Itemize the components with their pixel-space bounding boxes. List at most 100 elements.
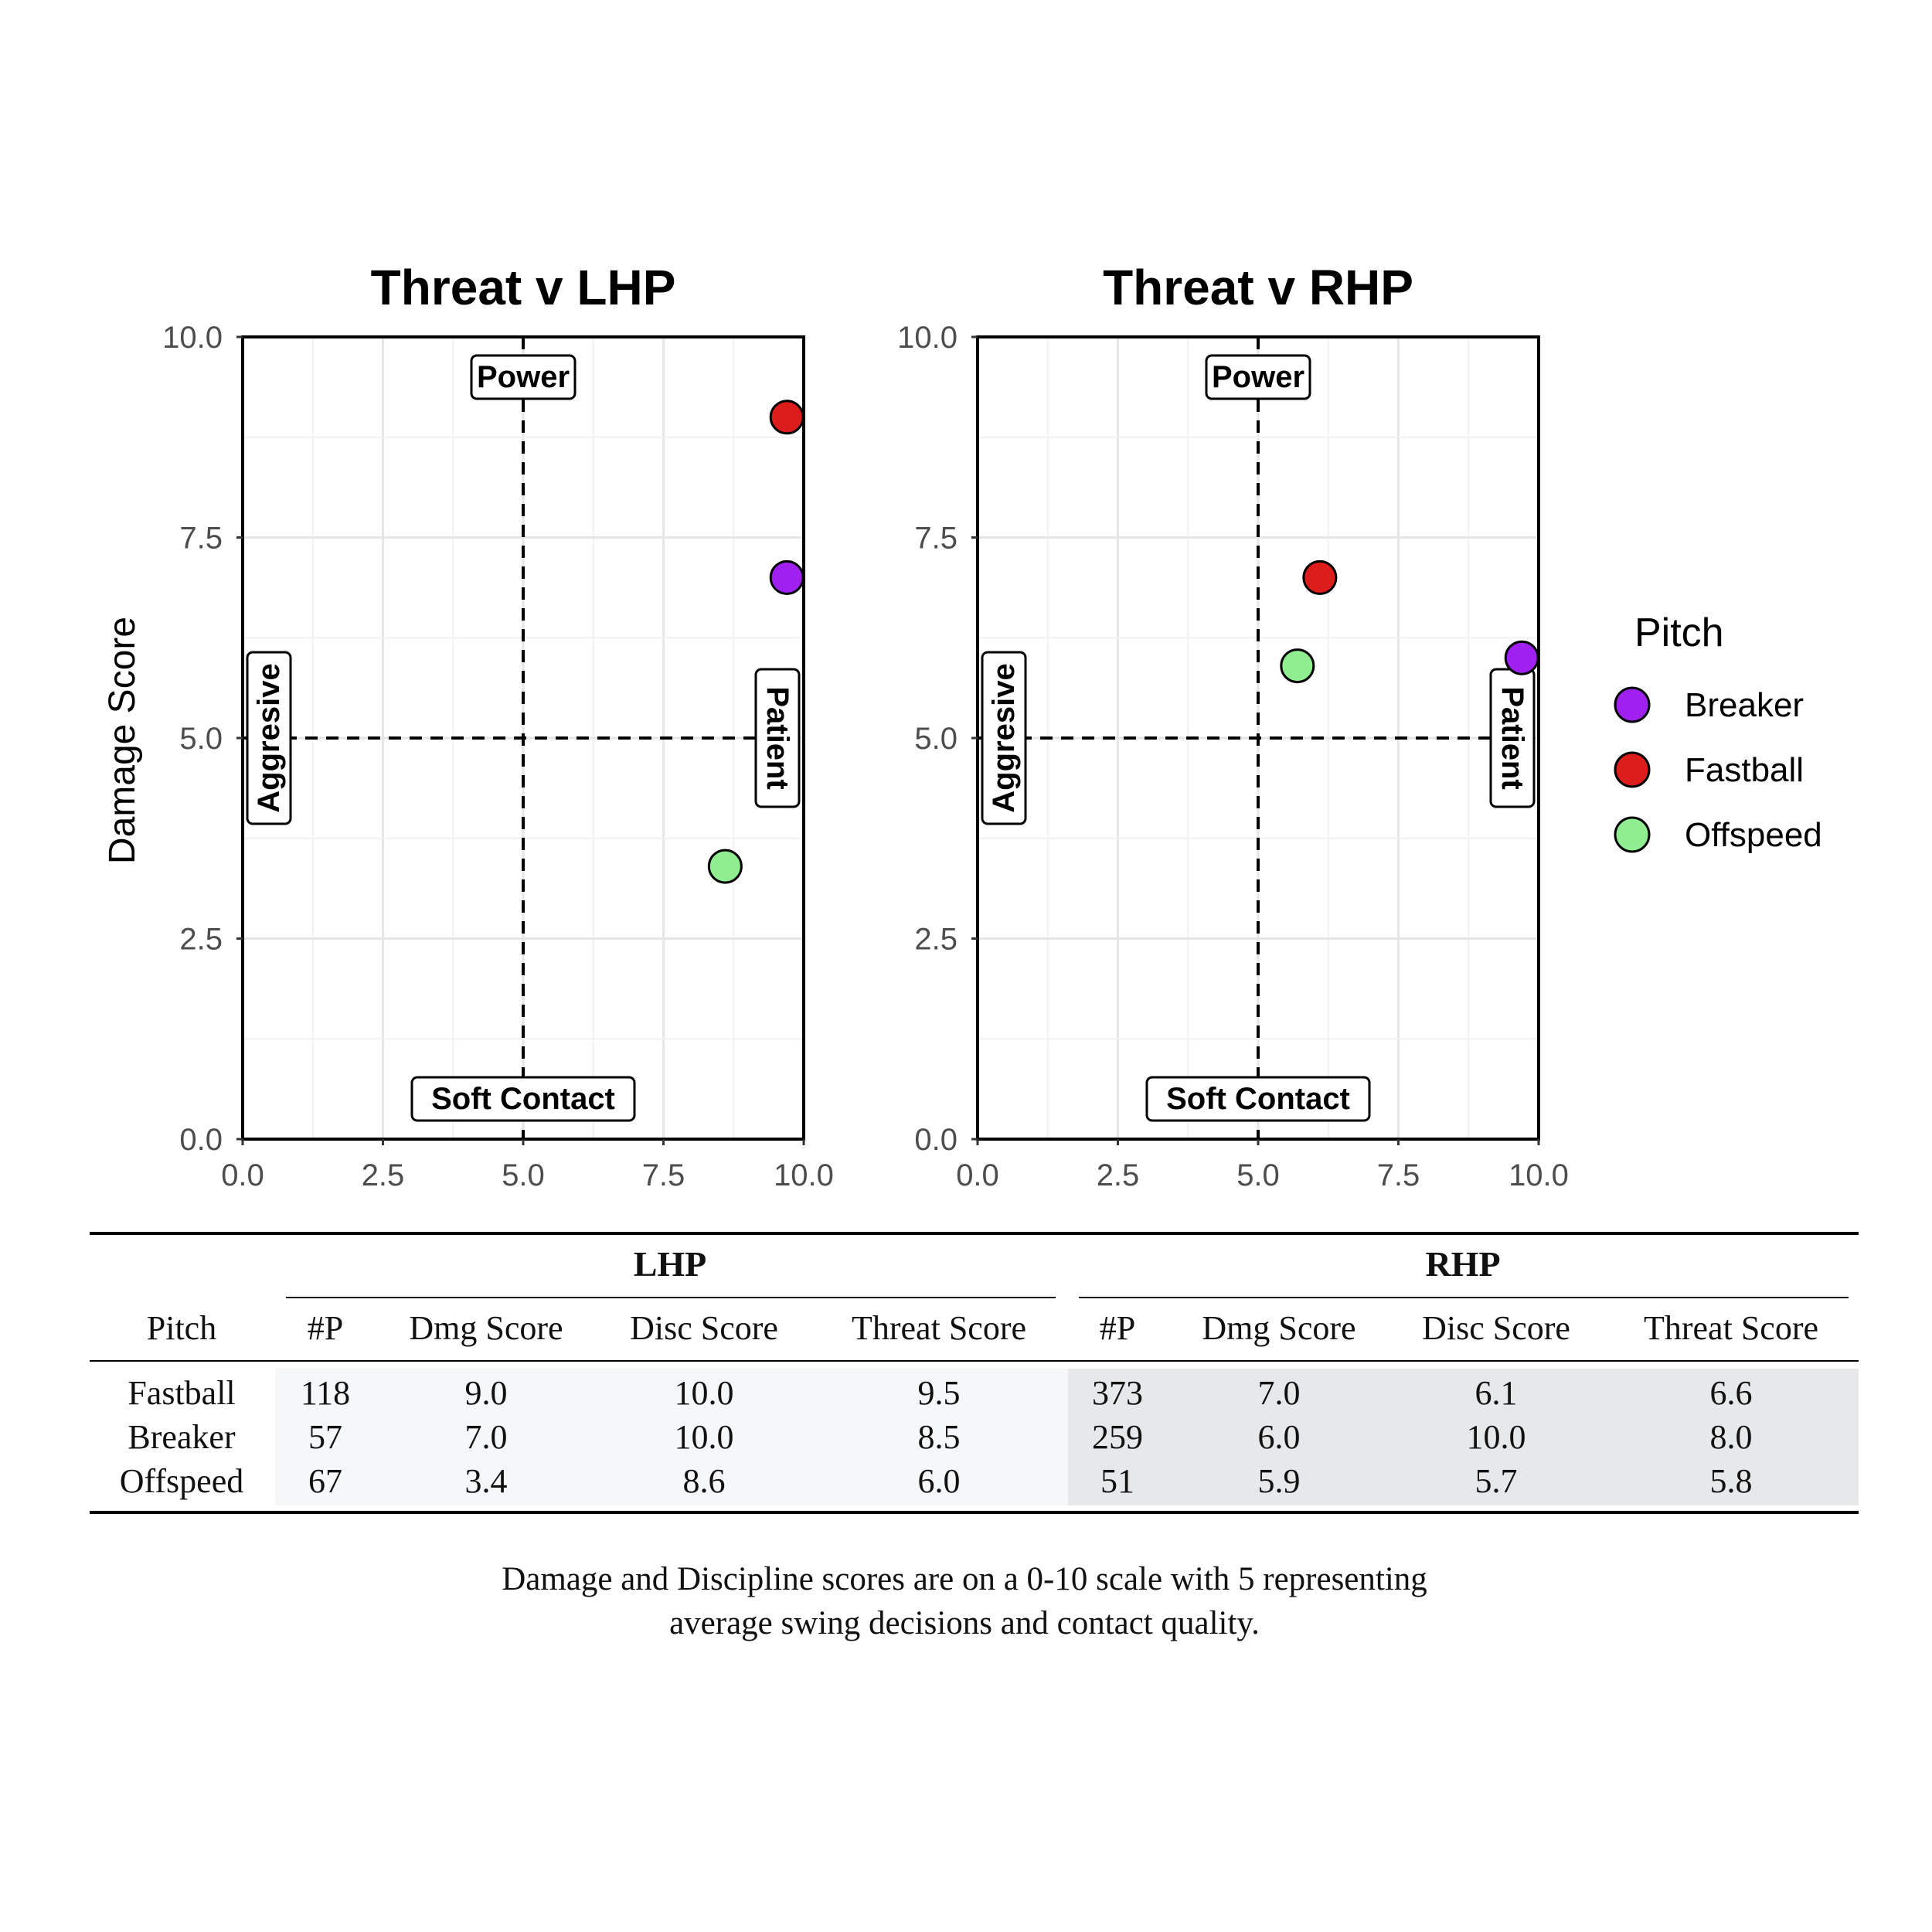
quadrant-label-left: Aggresive	[246, 651, 292, 825]
y-tick-label: 0.0	[914, 1123, 957, 1157]
table-cell-rhp: 259	[1092, 1418, 1143, 1456]
quadrant-label-left-box	[981, 651, 1027, 825]
rhp-shade	[1068, 1369, 1859, 1505]
column-header-rhp: Threat Score	[1644, 1309, 1818, 1347]
table-cell-rhp: 373	[1092, 1374, 1143, 1412]
table-cell-rhp: 6.0	[1258, 1418, 1301, 1456]
quadrant-label-bottom-box	[410, 1076, 636, 1122]
quadrant-label-left-text: Aggresive	[252, 663, 286, 812]
quadrant-label-top-box	[470, 354, 577, 400]
quadrant-label-left-box	[246, 651, 292, 825]
point-offspeed	[1280, 648, 1315, 684]
table-cell-lhp: 8.6	[683, 1462, 726, 1500]
caption-line-2: average swing decisions and contact qual…	[669, 1605, 1260, 1641]
quadrant-label-bottom: Soft Contact	[410, 1076, 636, 1122]
quadrant-label-right-text: Patient	[1495, 686, 1529, 789]
y-tick-label: 5.0	[914, 722, 957, 756]
quadrant-label-left: Aggresive	[981, 651, 1027, 825]
quadrant-label-left-text: Aggresive	[987, 663, 1021, 812]
legend-label: Breaker	[1685, 686, 1804, 724]
point-breaker	[1504, 640, 1539, 675]
lhp-shade	[275, 1369, 1068, 1505]
point-fastball	[769, 400, 804, 435]
x-tick-label: 2.5	[362, 1158, 405, 1192]
table-cell-lhp: 10.0	[675, 1374, 734, 1412]
x-tick-label: 7.5	[1377, 1158, 1420, 1192]
quadrant-label-right-text: Patient	[760, 686, 794, 789]
point-fastball	[1302, 560, 1338, 595]
table-cell-lhp: 9.5	[918, 1374, 961, 1412]
x-tick-label: 0.0	[956, 1158, 999, 1192]
quadrant-label-right: Patient	[754, 668, 801, 808]
x-tick-label: 0.0	[221, 1158, 264, 1192]
y-tick-label: 10.0	[162, 321, 223, 355]
legend-swatch	[1614, 686, 1651, 723]
column-header-rhp: Dmg Score	[1202, 1309, 1355, 1347]
summary-table: LHP RHP Pitch #P Dmg Score Disc Score Threat S…	[90, 1232, 1859, 1514]
row-label-breaker: Breaker	[128, 1418, 236, 1456]
row-label-offspeed: Offspeed	[120, 1462, 243, 1500]
caption-line-1: Damage and Discipline scores are on a 0-…	[502, 1561, 1427, 1597]
column-header-lhp: Threat Score	[852, 1309, 1026, 1347]
table-cell-lhp: 7.0	[465, 1418, 508, 1456]
table-cell-lhp: 57	[308, 1418, 342, 1456]
table-cell-lhp: 10.0	[675, 1418, 734, 1456]
quadrant-label-top: Power	[470, 354, 577, 400]
y-tick-label: 10.0	[897, 321, 957, 355]
legend: Pitch Breaker Fastball Offspeed	[1614, 611, 1822, 854]
x-tick-label: 2.5	[1097, 1158, 1140, 1192]
column-header-rhp: Disc Score	[1422, 1309, 1570, 1347]
table-cell-rhp: 6.1	[1475, 1374, 1518, 1412]
legend-label: Offspeed	[1685, 816, 1822, 854]
y-tick-label: 2.5	[179, 923, 223, 957]
quadrant-label-top-box	[1205, 354, 1311, 400]
group-header-lhp: LHP	[634, 1244, 707, 1284]
table-cell-lhp: 8.5	[918, 1418, 961, 1456]
table-cell-rhp: 5.7	[1475, 1462, 1518, 1500]
legend-item-breaker: Breaker	[1614, 686, 1804, 724]
table-cell-rhp: 8.0	[1710, 1418, 1753, 1456]
table-cell-lhp: 3.4	[465, 1462, 508, 1500]
y-tick-label: 7.5	[179, 522, 223, 556]
quadrant-label-bottom-box	[1145, 1076, 1371, 1122]
legend-title: Pitch	[1634, 611, 1724, 655]
column-header-lhp: Dmg Score	[409, 1309, 563, 1347]
quadrant-label-right: Patient	[1489, 668, 1536, 808]
quadrant-label-top-text: Power	[477, 360, 570, 394]
column-header-lhp: #P	[308, 1309, 343, 1347]
table-cell-rhp: 7.0	[1258, 1374, 1301, 1412]
legend-swatch	[1614, 816, 1651, 853]
row-label-fastball: Fastball	[128, 1374, 235, 1412]
group-header-rhp: RHP	[1425, 1244, 1500, 1284]
quadrant-label-right-box	[754, 668, 801, 808]
scatter-panel-lhp: 0.0 2.5 5.0 7.5 10.0 0.0 2.5 5.0 7.5 10.0 Threat v…	[162, 260, 834, 1192]
table-cell-lhp: 118	[301, 1374, 350, 1412]
column-header-rhp: #P	[1100, 1309, 1135, 1347]
x-tick-label: 10.0	[774, 1158, 834, 1192]
table-cell-rhp: 5.9	[1258, 1462, 1301, 1500]
y-axis-label: Damage Score	[102, 617, 143, 864]
legend-item-fastball: Fastball	[1614, 751, 1804, 789]
quadrant-label-bottom-text: Soft Contact	[1166, 1082, 1350, 1116]
panel-title: Threat v RHP	[1103, 260, 1413, 315]
table-cell-lhp: 6.0	[918, 1462, 961, 1500]
point-offspeed	[707, 849, 743, 884]
table-cell-rhp: 10.0	[1467, 1418, 1526, 1456]
table-cell-lhp: 9.0	[465, 1374, 508, 1412]
table-cell-rhp: 51	[1100, 1462, 1134, 1500]
x-tick-label: 10.0	[1509, 1158, 1569, 1192]
y-tick-label: 0.0	[179, 1123, 223, 1157]
panel-title: Threat v LHP	[371, 260, 676, 315]
legend-label: Fastball	[1685, 751, 1804, 789]
scatter-panel-rhp: 0.0 2.5 5.0 7.5 10.0 0.0 2.5 5.0 7.5 10.0 Threat v…	[897, 260, 1569, 1192]
quadrant-label-top: Power	[1205, 354, 1311, 400]
table-cell-rhp: 5.8	[1710, 1462, 1753, 1500]
legend-item-offspeed: Offspeed	[1614, 816, 1822, 854]
quadrant-label-bottom: Soft Contact	[1145, 1076, 1371, 1122]
x-tick-label: 5.0	[502, 1158, 545, 1192]
y-tick-label: 5.0	[179, 722, 223, 756]
quadrant-label-bottom-text: Soft Contact	[431, 1082, 615, 1116]
x-tick-label: 5.0	[1236, 1158, 1280, 1192]
column-header-pitch: Pitch	[147, 1309, 216, 1347]
